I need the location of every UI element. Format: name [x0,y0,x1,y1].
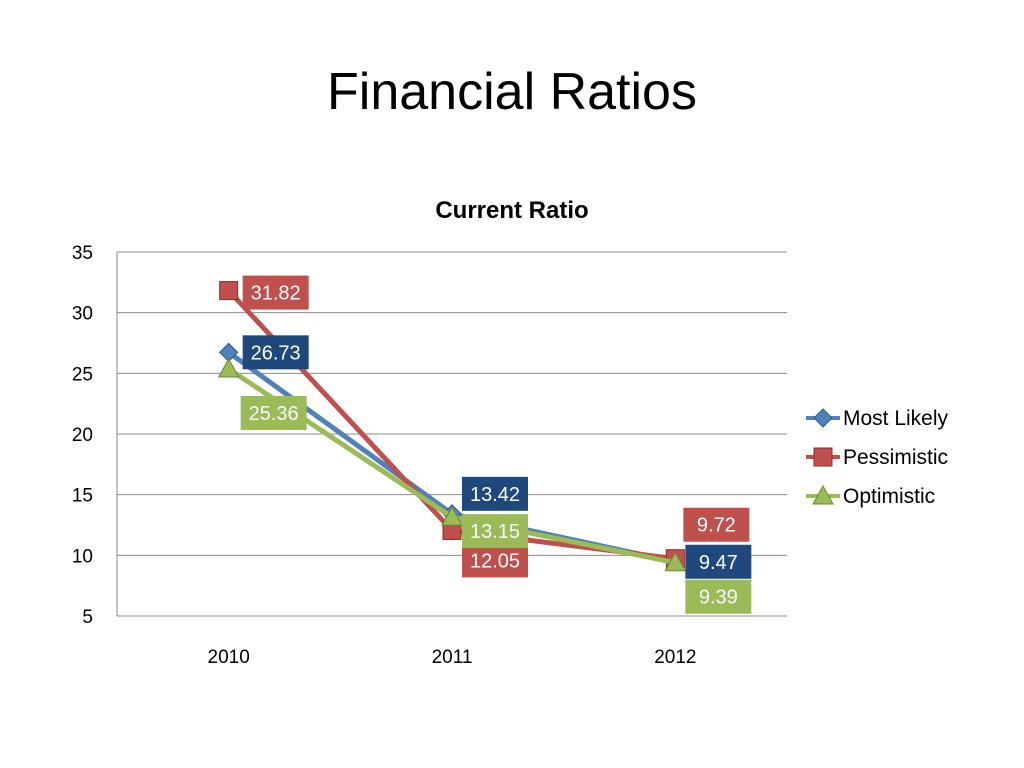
x-tick-label: 2010 [208,647,250,668]
data-point-marker [441,506,463,526]
y-tick-label: 25 [72,364,93,385]
data-label-bg [683,507,750,542]
data-label-bg [462,514,528,549]
data-label-bg [242,275,309,310]
legend-label: Optimistic [843,485,935,508]
legend-marker [813,408,833,428]
x-tick-label: 2011 [432,647,473,668]
y-tick-label: 15 [72,486,93,507]
x-tick-label: 2012 [654,647,696,668]
y-tick-label: 20 [72,425,93,446]
data-point-marker [219,281,239,301]
data-label-bg [685,579,752,614]
data-label-bg [240,395,307,430]
y-tick-label: 30 [72,304,93,325]
axes: 5 10 15 20 25 30 35 2010 2011 2012 [72,243,697,668]
y-tick-label: 10 [72,546,93,567]
data-point-marker [664,551,687,572]
legend-item: Optimistic [806,484,935,508]
data-label: 31.82 [242,275,309,310]
legend-marker [812,484,834,505]
data-label: 9.39 [685,579,752,614]
legend: Most Likely Pessimistic Optimistic [806,407,949,508]
legend-item: Most Likely [806,407,949,430]
data-label-text: 9.72 [697,515,736,537]
data-label: 26.73 [242,335,309,370]
data-label: 13.15 [462,514,528,549]
data-label-text: 9.39 [699,587,738,609]
slide-title: Financial Ratios [327,63,697,121]
data-label-text: 26.73 [251,342,301,364]
data-labels: 26.73 13.42 9.47 31.82 12.05 9.72 25.36 13.15 9.… [240,275,752,614]
legend-item: Pessimistic [806,446,948,469]
y-tick-label: 35 [72,243,93,264]
chart-title: Current Ratio [435,197,588,224]
legend-label: Pessimistic [843,446,948,469]
data-label-bg [462,543,528,578]
y-tick-label: 5 [82,607,93,628]
legend-marker [813,447,833,467]
data-label-text: 25.36 [249,403,299,425]
data-label: 9.72 [683,507,750,542]
data-label: 13.42 [462,476,528,511]
data-label-text: 13.15 [470,521,520,543]
data-point-marker [217,357,240,378]
gridlines [117,251,787,617]
data-label-text: 9.47 [699,552,738,574]
data-label-text: 31.82 [251,283,301,305]
data-label-bg [462,476,528,511]
data-label: 12.05 [462,543,528,578]
data-label-bg [242,335,309,370]
data-label-bg [685,544,752,579]
data-label: 9.47 [685,544,752,579]
data-label-text: 13.42 [470,484,520,506]
data-label-text: 12.05 [470,550,520,572]
data-label: 25.36 [240,395,307,430]
legend-label: Most Likely [843,407,949,430]
